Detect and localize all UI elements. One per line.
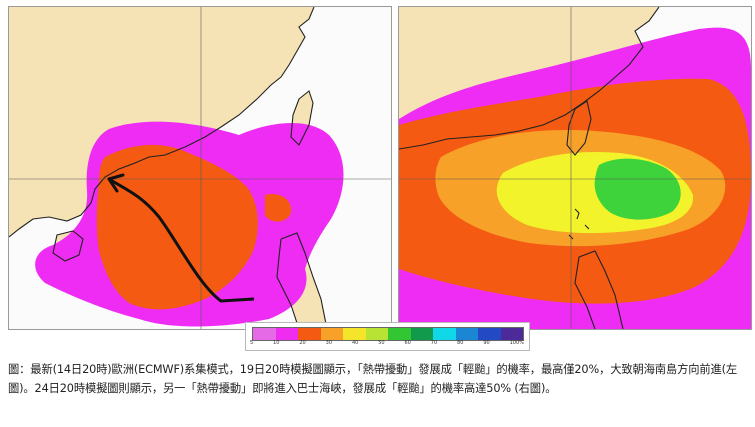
probability-legend: 5 10 20 30 40 50 60 70 80 90 100% <box>245 322 530 351</box>
legend-swatch <box>478 328 501 340</box>
track-arrow <box>107 173 255 303</box>
legend-swatch <box>388 328 411 340</box>
map-right-svg <box>399 7 751 329</box>
legend-tick-label: 90 <box>483 340 490 346</box>
legend-swatch <box>298 328 321 340</box>
legend-swatch <box>253 328 276 340</box>
legend-swatch <box>343 328 366 340</box>
map-panel-left <box>8 6 392 330</box>
legend-tick-label: 40 <box>351 340 359 346</box>
coast-taiwan <box>290 90 314 146</box>
probability-50pct-area <box>594 158 681 220</box>
legend-tick-label: 80 <box>457 340 464 346</box>
legend-swatch <box>320 328 343 340</box>
legend-tick-label: 10 <box>273 340 280 346</box>
legend-swatch <box>365 328 388 340</box>
legend-tick-label: 20 <box>299 340 306 346</box>
ensemble-probability-figure: 5 10 20 30 40 50 60 70 80 90 100% <box>8 6 752 351</box>
coast-hainan <box>52 230 84 262</box>
legend-tick-label: 60 <box>404 340 411 346</box>
coast-luzon <box>574 250 624 329</box>
legend-tick-labels: 5 10 20 30 40 50 60 70 80 90 100% <box>250 340 524 348</box>
coast-taiwan <box>566 100 592 156</box>
legend-tick-label: 70 <box>430 340 438 346</box>
map-panel-right <box>398 6 752 330</box>
legend-swatch <box>410 328 433 340</box>
coast-luzon <box>276 232 328 329</box>
legend-swatch <box>500 328 523 340</box>
legend-tick-label: 50 <box>378 340 385 346</box>
coast-china <box>9 7 315 238</box>
figure-caption: 圖：最新(14日20時)歐洲(ECMWF)系集模式，19日20時模擬圖顯示，「熱… <box>8 363 738 395</box>
legend-color-bar <box>252 327 524 341</box>
coastlines <box>9 7 328 329</box>
legend-tick-label: 5 <box>250 340 254 346</box>
legend-tick-label: 30 <box>325 340 333 346</box>
legend-tick-label: 100% <box>509 340 524 346</box>
map-left-svg <box>9 7 391 329</box>
probability-10pct-area <box>96 144 258 310</box>
legend-swatch <box>275 328 298 340</box>
legend-swatch <box>433 328 456 340</box>
probability-10pct-east-area <box>265 193 292 222</box>
coast-china <box>399 7 660 150</box>
legend-swatch <box>455 328 478 340</box>
